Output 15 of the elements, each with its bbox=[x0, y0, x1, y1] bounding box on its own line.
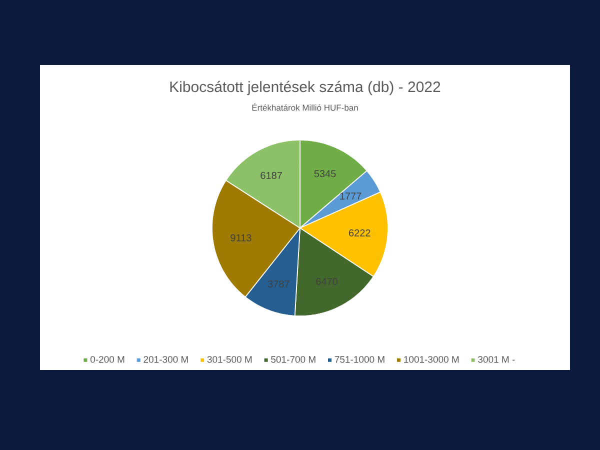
legend-label: 1001-3000 M bbox=[404, 356, 459, 363]
legend-label: 0-200 M bbox=[90, 356, 124, 363]
chart-subtitle: Értékhatárok Millió HUF-ban bbox=[252, 103, 358, 111]
legend-label: 501-700 M bbox=[271, 356, 316, 363]
legend-label: 751-1000 M bbox=[334, 356, 384, 363]
legend-label: 3001 M - bbox=[478, 356, 515, 363]
data-label: 6187 bbox=[260, 172, 282, 180]
data-label: 5345 bbox=[314, 170, 336, 178]
data-label: 6222 bbox=[349, 229, 370, 236]
legend-label: 301-500 M bbox=[207, 356, 252, 363]
data-label: 9113 bbox=[230, 234, 252, 242]
data-label: 1777 bbox=[340, 192, 362, 200]
legend-label: 201-300 M bbox=[144, 356, 188, 363]
data-label: 3787 bbox=[268, 280, 290, 288]
chart-title: Kibocsátott jelentések száma (db) - 2022 bbox=[170, 80, 440, 96]
